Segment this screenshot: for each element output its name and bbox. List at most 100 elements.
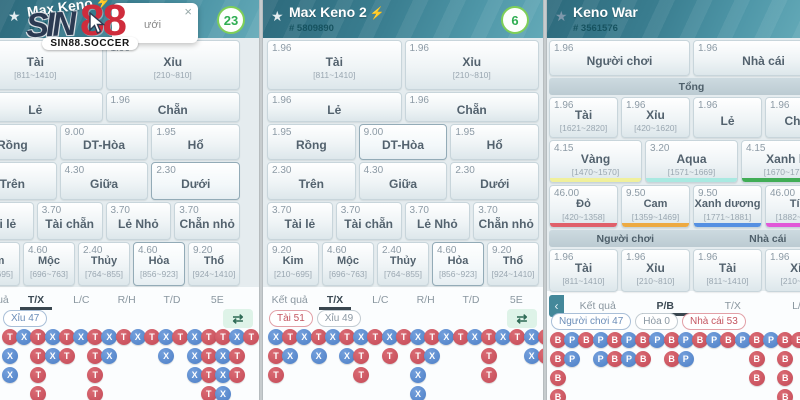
swap-icon[interactable]: ⇄ <box>507 309 537 328</box>
road-dot: T <box>353 348 370 364</box>
bet-row: 1.96 Tài[811~1410] 1.96 Xỉu[210~810] <box>267 40 539 90</box>
close-icon[interactable]: × <box>184 4 192 19</box>
tab-t/x[interactable]: T/X <box>724 299 741 312</box>
bet-cell-thổ[interactable]: 9.20 Thổ [924~1410] <box>487 242 539 286</box>
odds-value: 1.96 <box>409 95 429 106</box>
bet-cell-hổ[interactable]: 1.95 Hổ <box>450 124 540 160</box>
tab-kết-quả[interactable]: Kết quả <box>579 299 616 312</box>
bet-cell-chẵn-nhỏ[interactable]: 3.70 Chẵn nhỏ <box>174 202 240 240</box>
road-dot: T <box>229 367 246 383</box>
road-dot: X <box>410 367 426 383</box>
tab-5e[interactable]: 5E <box>509 293 523 306</box>
tab-r/h[interactable]: R/H <box>117 293 136 306</box>
bet-cell-người-chơi[interactable]: 1.96 Người chơi <box>549 40 690 76</box>
swap-icon[interactable]: ⇄ <box>223 309 253 328</box>
bet-cell-mộc[interactable]: 4.60 Mộc [696~763] <box>322 242 374 286</box>
bet-cell-dưới[interactable]: 2.30 Dưới <box>151 162 241 200</box>
tab-t/x[interactable]: T/X <box>312 294 357 310</box>
tab-l/c[interactable]: L/C <box>792 299 800 312</box>
bet-cell-thủy[interactable]: 2.40 Thủy [764~855] <box>377 242 429 286</box>
road-dot: X <box>2 367 18 383</box>
tab-l/c[interactable]: L/C <box>372 293 389 306</box>
odds-value: 1.96 <box>272 95 292 106</box>
bet-cell-dt-hòa[interactable]: 9.00 DT-Hòa <box>358 124 448 160</box>
collapse-chevron-icon[interactable]: ‹ <box>549 294 564 317</box>
panel-divider <box>543 0 547 400</box>
bet-cell-chẵn[interactable]: 1.96 Chẵn <box>105 92 240 122</box>
bet-cell-dt-hòa[interactable]: 9.00 DT-Hòa <box>59 124 149 160</box>
bet-cell-mộc[interactable]: 4.60 Mộc [696~763] <box>23 242 75 286</box>
bet-range: [696~763] <box>29 269 69 279</box>
bet-cell-chẵn[interactable]: 1.96 Chẵn <box>765 97 800 138</box>
bet-cell-hỏa[interactable]: 4.60 Hỏa [856~923] <box>133 242 185 286</box>
tab-l/c[interactable]: L/C <box>73 293 90 306</box>
bet-cell-hỏa[interactable]: 4.60 Hỏa [856~923] <box>432 242 484 286</box>
road-dot: T <box>87 329 104 345</box>
bet-label: Xỉu <box>646 260 665 275</box>
road-dot: T <box>353 367 370 383</box>
bet-label: Dưới <box>480 177 510 191</box>
odds-value: 1.96 <box>770 100 790 111</box>
bet-cell-cam[interactable]: 9.50 Cam [1359~1469] <box>621 185 690 228</box>
bet-cell-aqua[interactable]: 3.20 Aqua [1571~1669] <box>645 140 738 183</box>
tab-t/d[interactable]: T/D <box>462 293 480 306</box>
bet-cell-tài[interactable]: 1.96 Tài [1621~2820] <box>549 97 618 138</box>
bet-cell-chẵn[interactable]: 1.96 Chẵn <box>404 92 539 122</box>
bet-cell-tài-chẵn[interactable]: 3.70 Tài chẵn <box>335 202 402 240</box>
bet-cell-thổ[interactable]: 9.20 Thổ [924~1410] <box>188 242 240 286</box>
favorite-star-icon[interactable]: ★ <box>8 8 21 24</box>
bet-cell-lẻ-nhỏ[interactable]: 3.70 Lẻ Nhỏ <box>404 202 471 240</box>
lightning-icon: ⚡ <box>94 0 112 11</box>
bet-cell-xỉu[interactable]: 1.96 Xỉu [420~1620] <box>621 97 690 138</box>
tab-t/x[interactable]: T/X <box>13 294 58 310</box>
odds-value: 1.96 <box>698 252 718 263</box>
tab-r/h[interactable]: R/H <box>416 293 435 306</box>
bet-cell-nhà-cái[interactable]: 1.96 Nhà cái <box>693 40 800 76</box>
tab-p/b[interactable]: P/B <box>632 300 700 316</box>
bet-cell-chẵn-nhỏ[interactable]: 3.70 Chẵn nhỏ <box>473 202 539 240</box>
bet-cell-tài-chẵn[interactable]: 3.70 Tài chẵn <box>36 202 103 240</box>
bet-cell-lẻ-nhỏ[interactable]: 3.70 Lẻ Nhỏ <box>105 202 172 240</box>
tab-5e[interactable]: 5E <box>210 293 224 306</box>
tab-t/d[interactable]: T/D <box>163 293 181 306</box>
bet-range: [210~695] <box>0 269 14 279</box>
road-dot: X <box>424 348 441 364</box>
road-dot: B <box>635 351 652 367</box>
bet-cell-đỏ[interactable]: 46.00 Đỏ [420~1358] <box>549 185 618 228</box>
bet-cell-giữa[interactable]: 4.30 Giữa <box>59 162 149 200</box>
bet-cell-thủy[interactable]: 2.40 Thủy [764~855] <box>78 242 130 286</box>
road-dot: T <box>144 329 160 345</box>
bet-cell-dưới[interactable]: 2.30 Dưới <box>450 162 540 200</box>
road-dot: T <box>200 386 217 400</box>
bet-cell-vàng[interactable]: 4.15 Vàng [1470~1570] <box>549 140 642 183</box>
favorite-star-icon[interactable]: ★ <box>555 8 568 24</box>
odds-value: 9.20 <box>492 245 512 256</box>
tab-kết-quả[interactable]: Kết quả <box>271 293 308 306</box>
bet-cell-tím[interactable]: 46.00Tím[1882~2820] <box>765 185 800 228</box>
bet-cell-xanh-dương[interactable]: 9.50 Xanh dương [1771~1881] <box>693 185 762 228</box>
tab-kết-quả[interactable]: Kết quả <box>0 293 9 306</box>
bet-label: Lẻ Nhỏ <box>417 217 458 231</box>
road-dot: T <box>310 329 327 345</box>
favorite-star-icon[interactable]: ★ <box>271 8 284 24</box>
bet-cell-giữa[interactable]: 4.30 Giữa <box>358 162 448 200</box>
bet-cell-hổ[interactable]: 1.95 Hổ <box>151 124 241 160</box>
